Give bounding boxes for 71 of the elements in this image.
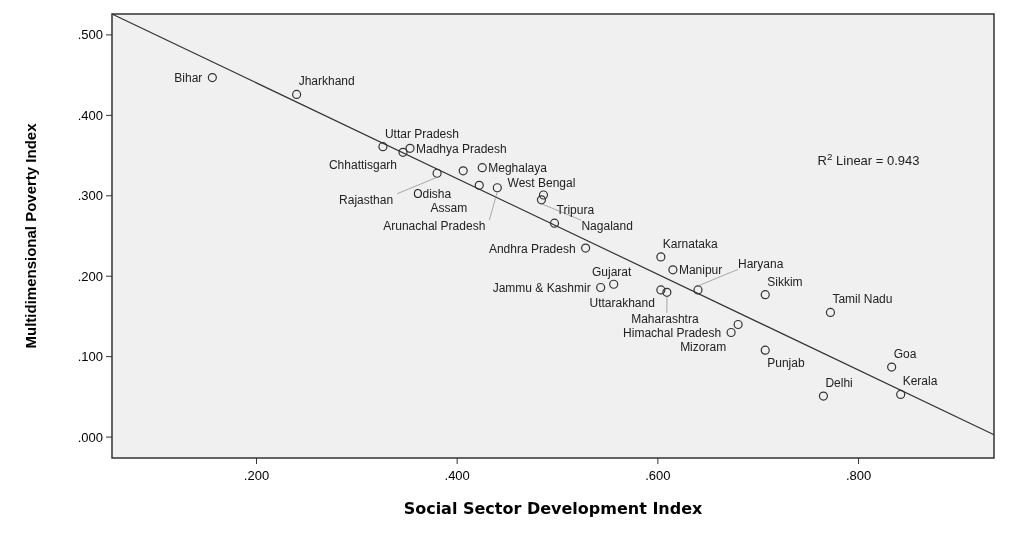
- annotation: Mizoram: [680, 340, 727, 355]
- x-tick-label: .200: [243, 468, 270, 483]
- annotation: Maharashtra: [631, 311, 699, 326]
- point: [760, 345, 770, 355]
- point: [581, 243, 591, 253]
- point: [477, 163, 487, 173]
- annotation: West Bengal: [507, 175, 576, 190]
- point: [458, 166, 468, 176]
- annotation: Chhattisgarh: [328, 158, 397, 173]
- y-tick-label: .300: [77, 188, 103, 204]
- point: [405, 143, 415, 153]
- point: [733, 319, 743, 330]
- point: [207, 72, 217, 83]
- annotation: Assam: [430, 201, 468, 216]
- x-tick-label: .400: [444, 468, 470, 483]
- x-tick-label: .600: [645, 468, 671, 483]
- annotation: Haryana: [737, 257, 784, 272]
- point: [662, 287, 672, 297]
- annotation: Goa: [893, 347, 917, 362]
- point: [609, 279, 619, 289]
- annotation: Odisha: [413, 186, 452, 201]
- y-tick-label: .500: [77, 27, 103, 43]
- annotation: Andhra Pradesh: [488, 241, 576, 256]
- point: [656, 285, 666, 295]
- point: [693, 285, 703, 295]
- y-tick-label: .000: [77, 429, 103, 445]
- point: [398, 147, 408, 157]
- point: [825, 307, 836, 318]
- y-axis-title: Multidimensional Poverty Index: [22, 122, 39, 349]
- point: [492, 183, 502, 193]
- y-tick-label: .200: [77, 268, 103, 284]
- annotation: Manipur: [678, 263, 723, 278]
- annotation: Karnataka: [662, 236, 718, 251]
- y-tick-label: .100: [77, 349, 103, 365]
- annotation: Bihar: [174, 71, 203, 86]
- annotation: Jammu & Kashmir: [492, 280, 591, 295]
- annotation: Rajasthan: [339, 192, 394, 207]
- point: [896, 389, 906, 400]
- annotation: Uttarakhand: [589, 295, 655, 310]
- point: [292, 89, 302, 100]
- annotation: Delhi: [825, 376, 853, 391]
- annotation: Tripura: [556, 203, 595, 218]
- annotation: Meghalaya: [488, 161, 548, 176]
- annotation: R$^{2}$ Linear = 0.943: [817, 150, 920, 168]
- x-tick-label: .800: [845, 468, 872, 483]
- x-axis-title: Social Sector Development Index: [403, 499, 704, 518]
- point: [538, 190, 549, 200]
- annotation: Tamil Nadu: [832, 292, 893, 307]
- point: [668, 265, 678, 275]
- annotation: Madhya Pradesh: [416, 141, 507, 156]
- annotation: Nagaland: [581, 219, 633, 234]
- point: [536, 195, 547, 205]
- annotation: Sikkim: [767, 274, 803, 289]
- point: [760, 290, 770, 300]
- point: [549, 218, 560, 228]
- annotation: Punjab: [767, 356, 805, 371]
- annotation: Gujarat: [592, 265, 633, 280]
- point: [474, 180, 484, 190]
- annotation: Kerala: [902, 374, 938, 389]
- annotation: Jharkhand: [298, 74, 355, 89]
- point: [596, 282, 606, 293]
- annotation: Arunachal Pradesh: [383, 219, 486, 234]
- point: [726, 327, 736, 338]
- annotation: Uttar Pradesh: [384, 126, 459, 141]
- point: [432, 168, 442, 178]
- point: [656, 252, 666, 262]
- annotation: Himachal Pradesh: [623, 326, 722, 341]
- point: [378, 142, 388, 152]
- y-tick-label: .400: [77, 107, 103, 123]
- point: [818, 391, 829, 401]
- point: [887, 362, 897, 372]
